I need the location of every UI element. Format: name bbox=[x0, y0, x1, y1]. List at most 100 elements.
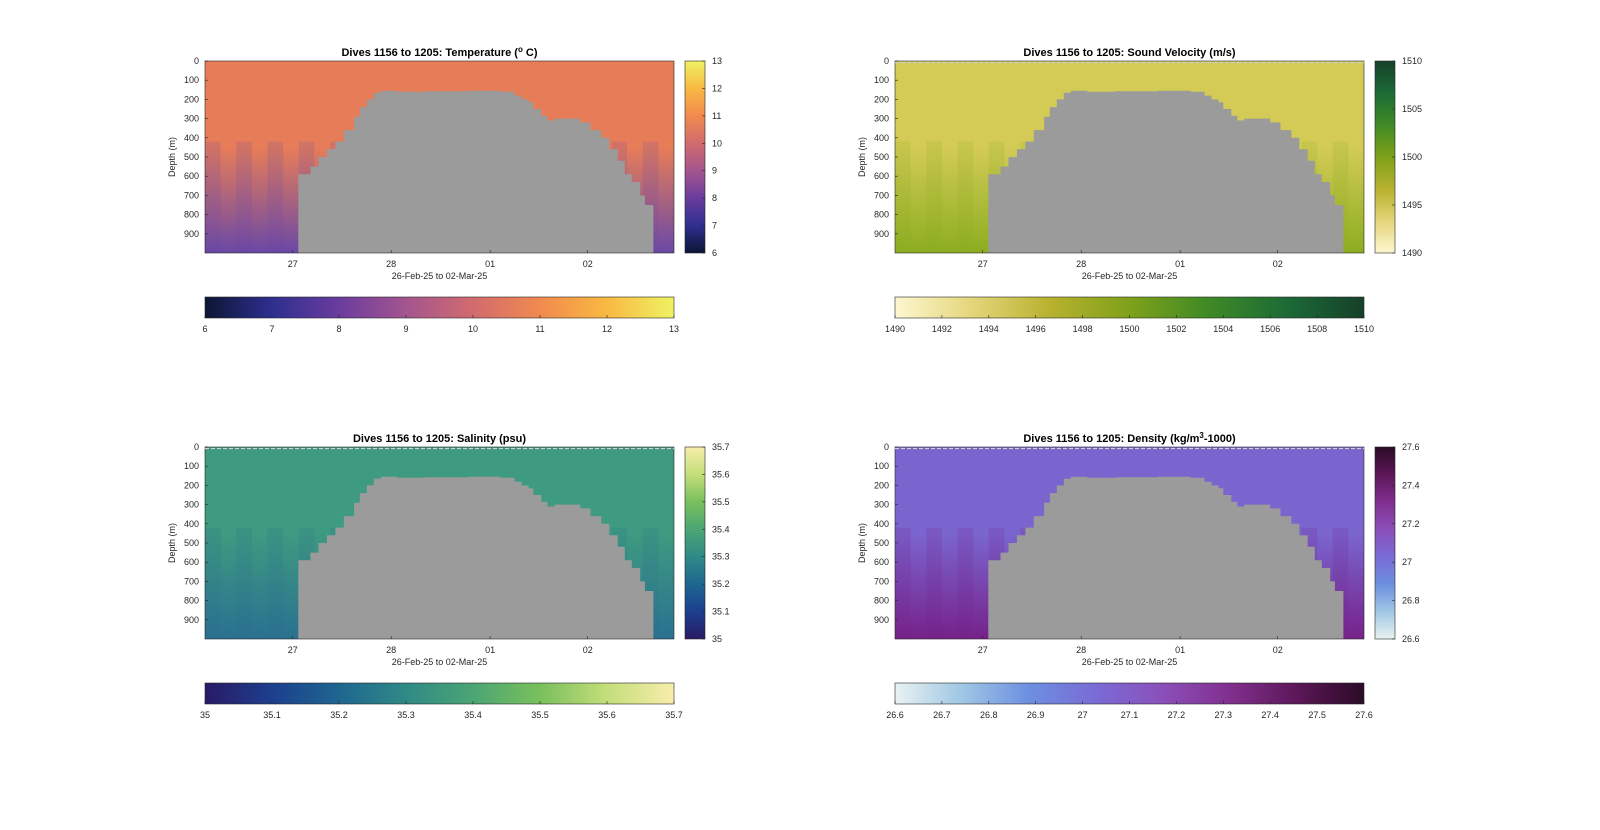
bottom-colorbar-label: 9 bbox=[403, 324, 408, 334]
side-colorbar-label: 35.7 bbox=[712, 442, 730, 452]
x-tick-label: 02 bbox=[1273, 259, 1283, 269]
y-tick-label: 700 bbox=[874, 190, 889, 200]
side-colorbar bbox=[1374, 446, 1396, 640]
side-colorbar-label: 13 bbox=[712, 56, 722, 66]
bottom-colorbar-label: 1498 bbox=[1073, 324, 1093, 334]
y-tick-label: 0 bbox=[194, 56, 199, 66]
y-tick-label: 600 bbox=[184, 171, 199, 181]
y-tick-label: 100 bbox=[184, 75, 199, 85]
y-tick-label: 500 bbox=[874, 538, 889, 548]
title-tail: C) bbox=[523, 47, 538, 59]
y-tick-label: 300 bbox=[874, 500, 889, 510]
side-colorbar-label: 9 bbox=[712, 166, 717, 176]
bottom-colorbar-label: 26.9 bbox=[1027, 710, 1045, 720]
y-tick-label: 700 bbox=[184, 576, 199, 586]
profile-stripe bbox=[236, 527, 252, 639]
profile-stripe bbox=[957, 527, 974, 639]
side-colorbar-label: 27.2 bbox=[1402, 519, 1420, 529]
panel-salinity: Dives 1156 to 1205: Salinity (psu) 0 100 20… bbox=[167, 433, 730, 720]
profile-stripe bbox=[926, 527, 942, 639]
side-colorbar-label: 1490 bbox=[1402, 248, 1422, 258]
side-colorbar-label: 35.1 bbox=[712, 607, 730, 617]
y-tick-label: 800 bbox=[874, 596, 889, 606]
y-tick-label: 100 bbox=[874, 461, 889, 471]
x-tick-label: 01 bbox=[1175, 645, 1185, 655]
y-tick-label: 300 bbox=[184, 500, 199, 510]
side-colorbar-label: 6 bbox=[712, 248, 717, 258]
y-tick-label: 700 bbox=[184, 190, 199, 200]
title-superscript: 3 bbox=[1199, 431, 1204, 440]
y-tick-label: 700 bbox=[874, 576, 889, 586]
bottom-colorbar bbox=[204, 682, 675, 705]
y-tick-label: 400 bbox=[874, 133, 889, 143]
profile-stripe bbox=[957, 141, 974, 253]
y-axis-label: Depth (m) bbox=[857, 523, 867, 563]
x-tick-label: 27 bbox=[978, 645, 988, 655]
panel-density: Dives 1156 to 1205: Density (kg/m3-1000)… bbox=[857, 431, 1420, 721]
bottom-colorbar-label: 1492 bbox=[932, 324, 952, 334]
side-colorbar-label: 7 bbox=[712, 221, 717, 231]
side-colorbar-label: 35.2 bbox=[712, 579, 730, 589]
side-colorbar-label: 35.3 bbox=[712, 552, 730, 562]
bottom-colorbar-label: 1496 bbox=[1026, 324, 1046, 334]
bottom-colorbar-label: 1494 bbox=[979, 324, 999, 334]
y-tick-label: 0 bbox=[194, 442, 199, 452]
y-tick-label: 900 bbox=[874, 229, 889, 239]
bottom-colorbar-label: 27.2 bbox=[1168, 710, 1186, 720]
bottom-colorbar-label: 27.4 bbox=[1261, 710, 1279, 720]
y-tick-label: 800 bbox=[184, 596, 199, 606]
y-tick-label: 400 bbox=[874, 519, 889, 529]
bottom-colorbar-label: 13 bbox=[669, 324, 679, 334]
profile-stripe bbox=[895, 527, 911, 639]
bottom-colorbar-label: 26.6 bbox=[886, 710, 904, 720]
x-tick-label: 02 bbox=[1273, 645, 1283, 655]
x-axis-label: 26-Feb-25 to 02-Mar-25 bbox=[392, 657, 488, 667]
profile-stripe bbox=[926, 141, 942, 253]
bottom-colorbar-label: 1506 bbox=[1260, 324, 1280, 334]
x-tick-label: 01 bbox=[1175, 259, 1185, 269]
bottom-colorbar-label: 7 bbox=[269, 324, 274, 334]
y-tick-label: 800 bbox=[184, 210, 199, 220]
side-colorbar-label: 1495 bbox=[1402, 200, 1422, 210]
bottom-colorbar-label: 27.5 bbox=[1308, 710, 1326, 720]
side-colorbar-label: 35.5 bbox=[712, 497, 730, 507]
bottom-colorbar-label: 1510 bbox=[1354, 324, 1374, 334]
profile-stripe bbox=[205, 141, 221, 253]
y-tick-label: 400 bbox=[184, 133, 199, 143]
side-colorbar-label: 35 bbox=[712, 634, 722, 644]
chart-title: Dives 1156 to 1205: Salinity (psu) bbox=[353, 433, 526, 445]
x-tick-label: 01 bbox=[485, 645, 495, 655]
side-colorbar-label: 11 bbox=[712, 111, 721, 121]
chart-title: Dives 1156 to 1205: Temperature (o C) bbox=[341, 45, 537, 60]
bottom-colorbar-label: 10 bbox=[468, 324, 478, 334]
side-colorbar-label: 1500 bbox=[1402, 152, 1422, 162]
y-tick-label: 100 bbox=[874, 75, 889, 85]
panel-temperature: Dives 1156 to 1205: Temperature (o C)010… bbox=[167, 45, 722, 335]
side-colorbar-label: 27.6 bbox=[1402, 442, 1420, 452]
bottom-colorbar-label: 35.4 bbox=[464, 710, 482, 720]
profile-stripe bbox=[895, 141, 911, 253]
y-tick-label: 500 bbox=[874, 152, 889, 162]
profile-stripe bbox=[267, 527, 284, 639]
bottom-colorbar-label: 26.8 bbox=[980, 710, 998, 720]
profile-stripe bbox=[205, 527, 221, 639]
y-tick-label: 500 bbox=[184, 538, 199, 548]
bottom-colorbar-label: 35.7 bbox=[665, 710, 683, 720]
x-tick-label: 01 bbox=[485, 259, 495, 269]
side-colorbar bbox=[684, 60, 706, 254]
bottom-colorbar-label: 1500 bbox=[1119, 324, 1139, 334]
y-axis-label: Depth (m) bbox=[167, 137, 177, 177]
bottom-colorbar-label: 27.6 bbox=[1355, 710, 1373, 720]
y-tick-label: 600 bbox=[184, 557, 199, 567]
y-tick-label: 0 bbox=[884, 442, 889, 452]
side-colorbar bbox=[684, 446, 706, 640]
bottom-colorbar-label: 27 bbox=[1078, 710, 1088, 720]
bottom-colorbar-label: 35.1 bbox=[263, 710, 281, 720]
bottom-colorbar bbox=[894, 296, 1365, 319]
y-tick-label: 300 bbox=[184, 114, 199, 124]
bottom-colorbar-label: 35.2 bbox=[330, 710, 348, 720]
no-data-mask bbox=[205, 90, 654, 253]
no-data-mask bbox=[205, 476, 654, 639]
y-axis-label: Depth (m) bbox=[167, 523, 177, 563]
x-axis-label: 26-Feb-25 to 02-Mar-25 bbox=[1082, 657, 1178, 667]
